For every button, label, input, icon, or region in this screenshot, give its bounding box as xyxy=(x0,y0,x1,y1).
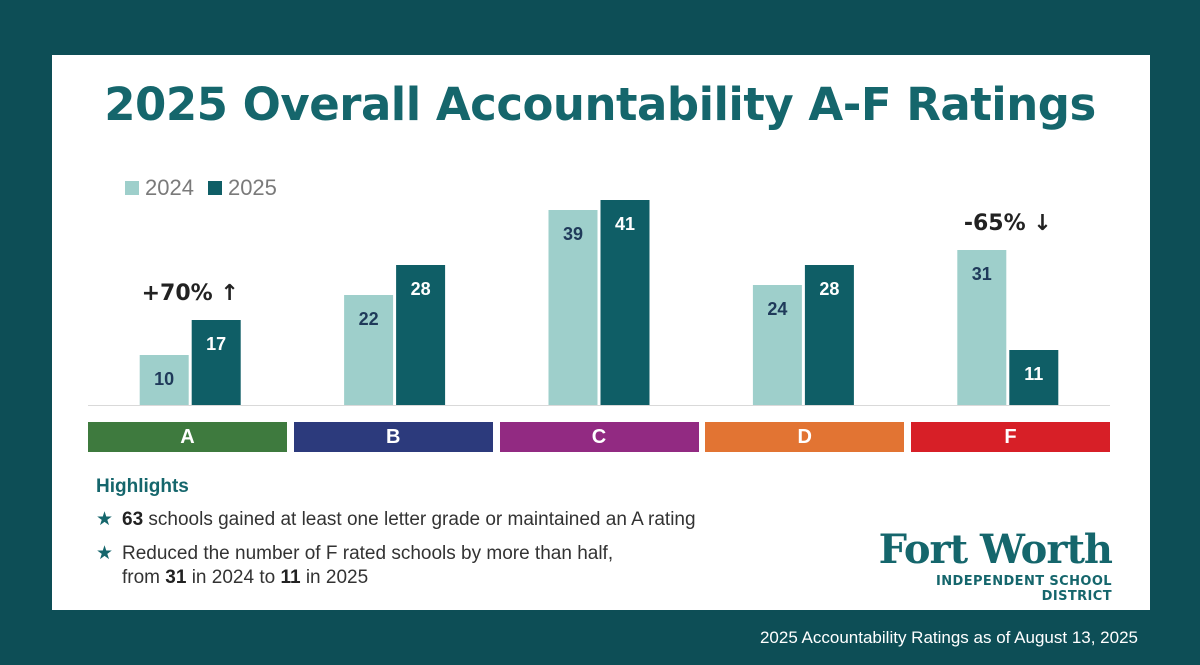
chart-title: 2025 Overall Accountability A-F Ratings xyxy=(104,78,1096,131)
highlight-2-num-2025: 11 xyxy=(280,567,301,588)
grade-label-B: B xyxy=(293,422,493,452)
bar-2025-A xyxy=(191,320,241,405)
star-icon: ★ xyxy=(96,543,114,564)
legend-swatch-2024 xyxy=(125,181,139,195)
grade-label-F: F xyxy=(911,422,1110,452)
bar-2025-D xyxy=(804,265,854,405)
data-label-2024-D: 24 xyxy=(767,299,787,319)
annotation-F: -65% ↓ xyxy=(964,211,1052,236)
star-icon: ★ xyxy=(96,509,114,530)
highlight-item-2-line2: from 31 in 2024 to 11 in 2025 xyxy=(96,566,368,590)
footer-note: 2025 Accountability Ratings as of August… xyxy=(759,628,1138,647)
legend-label-2025: 2025 xyxy=(227,175,277,200)
legend-label-2024: 2024 xyxy=(145,175,194,200)
grade-label-D: D xyxy=(705,422,905,452)
highlight-2-num-2024: 31 xyxy=(165,567,187,588)
annotation-A: +70% ↑ xyxy=(142,281,239,306)
chart-legend: 2024 2025 xyxy=(125,175,291,201)
data-label-2024-C: 39 xyxy=(563,224,583,244)
legend-item-2024: 2024 xyxy=(125,175,194,201)
bar-2025-B xyxy=(396,265,446,405)
highlight-2-line1: Reduced the number of F rated schools by… xyxy=(122,543,614,564)
highlight-2-pre: from xyxy=(122,567,166,588)
grade-label-A: A xyxy=(88,422,287,452)
data-label-2024-A: 10 xyxy=(154,369,174,389)
bar-2024-F xyxy=(957,250,1007,405)
data-label-2024-F: 31 xyxy=(972,264,992,284)
highlight-1-text: schools gained at least one letter grade… xyxy=(143,509,696,530)
highlight-2-mid: in 2024 to xyxy=(186,567,281,588)
highlights-title: Highlights xyxy=(96,476,189,497)
legend-swatch-2025 xyxy=(207,181,222,195)
bar-2024-B xyxy=(344,295,394,405)
data-label-2025-D: 28 xyxy=(819,279,839,299)
grade-label-C: C xyxy=(499,422,699,452)
highlight-1-number: 63 xyxy=(122,509,144,530)
data-label-2025-A: 17 xyxy=(206,334,226,354)
data-label-2025-B: 28 xyxy=(411,279,431,299)
district-logo: Fort Worth xyxy=(878,526,1113,573)
data-label-2025-F: 11 xyxy=(1024,364,1043,384)
legend-item-2025: 2025 xyxy=(207,175,277,201)
highlight-item-1: ★ 63 schools gained at least one letter g… xyxy=(96,508,696,532)
bar-2024-D xyxy=(752,285,802,405)
highlight-item-2: ★ Reduced the number of F rated schools b… xyxy=(96,542,613,566)
data-label-2025-C: 41 xyxy=(615,214,635,234)
bar-2025-C xyxy=(600,200,650,405)
bar-2025-F xyxy=(1009,350,1059,405)
highlight-2-post: in 2025 xyxy=(300,567,369,588)
data-label-2024-B: 22 xyxy=(359,309,379,329)
bar-2024-A xyxy=(139,355,189,405)
bar-2024-C xyxy=(548,210,598,405)
district-logo-subtitle: INDEPENDENT SCHOOL DISTRICT xyxy=(936,574,1112,604)
